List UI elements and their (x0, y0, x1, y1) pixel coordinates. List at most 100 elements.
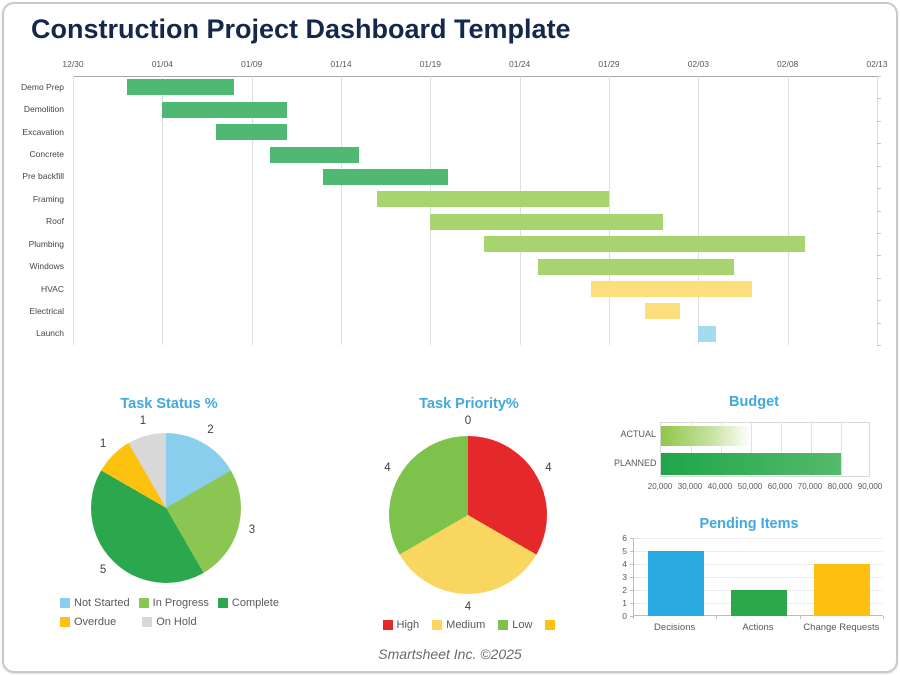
pie-task-priority (389, 436, 547, 594)
pending-gridline (634, 551, 883, 552)
gantt-right-axis-tick (877, 143, 881, 145)
page-title: Construction Project Dashboard Template (31, 14, 571, 44)
budget-chart[interactable]: Budget ACTUAL PLANNED 20,000 30,000 40,000 50… (614, 389, 894, 504)
pending-ytick (630, 603, 633, 604)
gantt-gridline (341, 76, 342, 345)
gantt-axis-label: 01/09 (241, 59, 263, 69)
gantt-right-axis-tick (877, 322, 881, 324)
task-status-chart[interactable]: Task Status % 2 3 5 1 1 Not Started In Progres… (44, 389, 294, 647)
gantt-bar-excavation (215, 124, 288, 140)
gantt-right-axis-tick (877, 232, 881, 234)
task-status-title: Task Status % (120, 396, 218, 412)
pending-bar-actions (731, 590, 787, 616)
gantt-chart[interactable]: 12/30 01/04 01/09 01/14 01/19 01/24 01/29 02/03… (4, 54, 896, 354)
legend-swatch-medium (432, 620, 443, 630)
pending-ytick (630, 551, 633, 552)
pending-ytick-label: 5 (622, 546, 627, 556)
budget-plot-area (660, 422, 870, 477)
legend-swatch-on-hold (142, 617, 153, 627)
gantt-row-label-roof: Roof (46, 216, 64, 227)
legend-swatch-not-started (60, 598, 70, 608)
legend-row-1: Not Started In Progress Complete (60, 597, 292, 609)
gantt-row-label-windows: Windows (29, 261, 64, 271)
legend-label-overdue: Overdue (74, 616, 117, 628)
pending-ytick-label: 3 (622, 572, 627, 582)
pie-value-label-on-hold: 1 (139, 415, 147, 427)
legend-swatch-complete (217, 598, 228, 608)
gantt-row-label-demo-prep: Demo Prep (21, 81, 64, 92)
budget-xtick-label: 50,000 (737, 482, 763, 491)
budget-gridline (811, 423, 812, 476)
gantt-bar-plumbing (483, 236, 806, 253)
gantt-axis-label: 01/24 (509, 59, 531, 69)
pending-items-title: Pending Items (699, 516, 799, 532)
legend-label-low: Low (512, 619, 533, 631)
gantt-bar-demolition (162, 101, 288, 118)
budget-gridline (841, 423, 842, 476)
legend-label-not-started: Not Started (74, 597, 130, 609)
pending-xtick-label-change-requests: Change Requests (803, 622, 880, 633)
pending-ytick (630, 538, 633, 539)
gantt-bar-hvac (591, 281, 752, 297)
gantt-gridline (609, 76, 610, 345)
gantt-bar-demo-prep (126, 79, 234, 96)
budget-xtick-label: 40,000 (707, 482, 733, 491)
pie-value-label-overdue: 1 (99, 438, 107, 451)
pending-gridline (634, 538, 883, 539)
legend-swatch-blank (545, 620, 556, 630)
legend-item-blank (545, 619, 556, 631)
gantt-bar-roof (430, 213, 663, 230)
pie-value-label-medium: 4 (464, 601, 472, 613)
gantt-gridline (251, 76, 253, 345)
budget-bar-actual (661, 426, 751, 446)
pie-value-label-complete: 5 (99, 563, 107, 576)
gantt-gridline (73, 76, 74, 345)
gantt-bar-concrete (269, 146, 359, 163)
pending-items-chart[interactable]: Pending Items 0 1 2 3 4 5 6 Decisions Actions Cha… (604, 512, 894, 644)
budget-gridline (781, 423, 782, 476)
gantt-right-axis-tick (877, 277, 881, 279)
task-priority-title: Task Priority% (419, 396, 519, 412)
gantt-axis-label: 01/04 (151, 59, 173, 69)
legend-item-low: Low (498, 619, 532, 631)
gantt-right-axis-tick (877, 210, 881, 212)
legend-item-in-progress: In Progress (138, 597, 209, 609)
gantt-row-label-demolition: Demolition (23, 104, 64, 115)
gantt-right-axis-tick (877, 188, 881, 190)
budget-category-label-actual: ACTUAL (620, 429, 656, 439)
pie-task-status (91, 433, 241, 583)
pending-ytick (630, 577, 633, 578)
budget-xtick-label: 70,000 (797, 482, 823, 491)
legend-swatch-low (498, 620, 509, 630)
legend-item-complete: Complete (217, 597, 279, 609)
budget-xtick-label: 60,000 (767, 482, 793, 491)
gantt-row-label-hvac: HVAC (41, 283, 64, 294)
task-priority-chart[interactable]: Task Priority% 4 4 4 0 High Medium Low (354, 389, 584, 647)
gantt-axis-label: 01/14 (330, 59, 352, 69)
gantt-row-label-launch: Launch (36, 328, 64, 339)
budget-xtick-label: 30,000 (677, 482, 703, 491)
pending-ytick-label: 1 (622, 598, 627, 608)
gantt-axis-line (73, 76, 877, 77)
budget-xtick-label: 80,000 (827, 482, 853, 491)
gantt-right-axis-tick (877, 345, 881, 346)
pending-xtick (799, 616, 801, 619)
pending-gridline (634, 577, 883, 578)
pie-value-label-high: 4 (545, 461, 552, 474)
legend-item-not-started: Not Started (60, 597, 130, 609)
pending-xtick-label-actions: Actions (742, 622, 774, 633)
gantt-right-axis-tick (877, 76, 881, 77)
gantt-row-label-framing: Framing (32, 193, 64, 204)
gantt-bar-pre-backfill (323, 168, 449, 185)
budget-category-label-planned: PLANNED (614, 458, 657, 468)
legend-swatch-overdue (60, 617, 70, 627)
gantt-gridline (787, 76, 789, 345)
gantt-gridline (519, 76, 521, 345)
budget-gridline (691, 423, 692, 476)
pie-value-label-not-started: 2 (207, 423, 214, 436)
pie-value-label-low: 4 (384, 461, 391, 474)
gantt-axis-label: 02/08 (777, 59, 799, 69)
gantt-right-axis-tick (877, 300, 881, 302)
legend-label-in-progress: In Progress (152, 597, 209, 609)
